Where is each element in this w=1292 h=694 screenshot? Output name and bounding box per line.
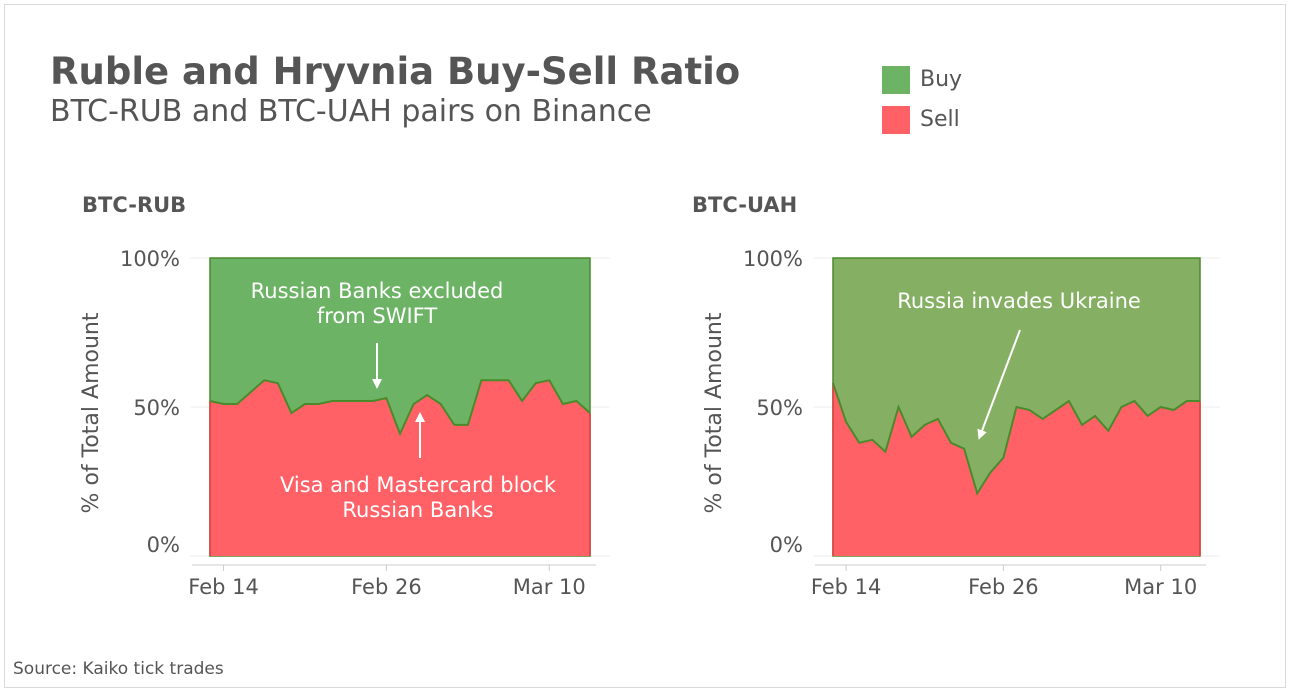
y-axis-label-rub: % of Total Amount xyxy=(79,312,104,513)
ytick-label-rub-1: 50% xyxy=(133,396,180,420)
legend-label-buy: Buy xyxy=(920,67,963,92)
boundary-line-rub xyxy=(209,379,591,437)
annotation-rub-1-line-0: Visa and Mastercard block xyxy=(280,473,557,497)
chart-subtitle: BTC-RUB and BTC-UAH pairs on Binance xyxy=(50,94,652,129)
panel-title-uah: BTC-UAH xyxy=(692,193,798,217)
ytick-label-uah-1: 50% xyxy=(756,396,803,420)
xtick-label-uah-1: Feb 26 xyxy=(968,575,1039,599)
ytick-label-rub-0: 0% xyxy=(147,533,180,557)
xtick-label-rub-2: Mar 10 xyxy=(513,575,586,599)
legend-label-sell: Sell xyxy=(920,107,960,132)
ytick-label-uah-0: 0% xyxy=(770,533,803,557)
ytick-label-rub-2: 100% xyxy=(120,247,180,271)
chart-title: Ruble and Hryvnia Buy-Sell Ratio xyxy=(50,50,741,93)
ytick-label-uah-2: 100% xyxy=(743,247,803,271)
xtick-label-rub-0: Feb 14 xyxy=(188,575,259,599)
boundary-line-uah xyxy=(832,382,1200,496)
source-note: Source: Kaiko tick trades xyxy=(13,659,224,679)
legend-swatch-sell xyxy=(882,106,910,134)
xtick-label-uah-2: Mar 10 xyxy=(1124,575,1197,599)
xtick-label-uah-0: Feb 14 xyxy=(811,575,882,599)
sell-area-rub xyxy=(210,380,590,556)
annotation-rub-0-line-0: Russian Banks excluded xyxy=(251,279,504,303)
annotation-uah-0-line-0: Russia invades Ukraine xyxy=(897,289,1141,313)
legend-swatch-buy xyxy=(882,66,910,94)
annotation-arrow-uah-0 xyxy=(977,329,1021,440)
sell-area-uah xyxy=(833,383,1200,556)
annotation-rub-0-line-1: from SWIFT xyxy=(317,304,438,328)
y-axis-label-uah: % of Total Amount xyxy=(702,312,727,513)
annotation-rub-1-line-1: Russian Banks xyxy=(342,498,493,522)
xtick-label-rub-1: Feb 26 xyxy=(351,575,422,599)
panel-title-rub: BTC-RUB xyxy=(82,193,187,217)
